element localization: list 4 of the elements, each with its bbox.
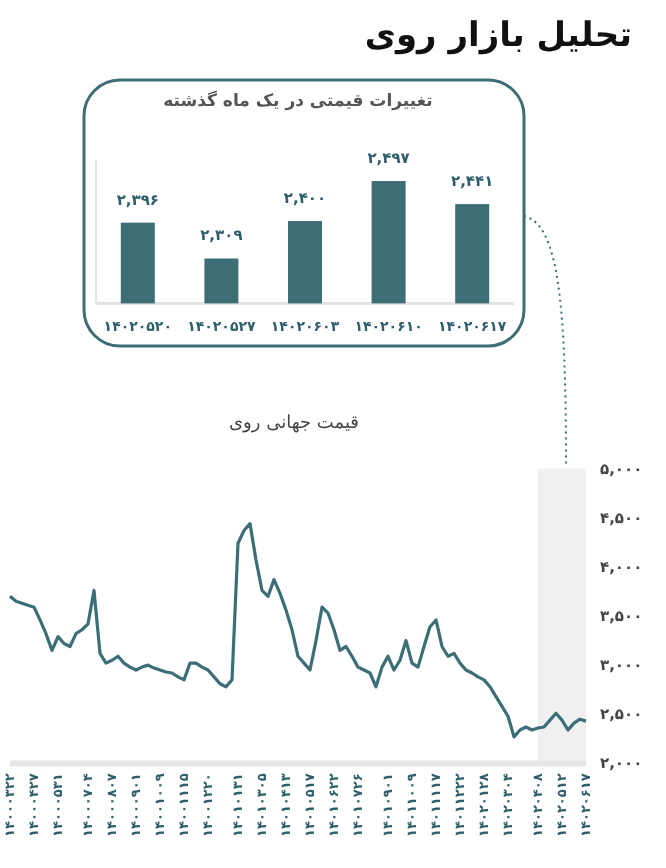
line-series bbox=[8, 522, 588, 739]
chart-title: تحلیل بازار روی bbox=[364, 16, 632, 56]
chart-title: قیمت جهانی روی bbox=[229, 414, 359, 434]
chart-subtitle: تغییرات قیمتی در یک ماه گذشته bbox=[163, 90, 433, 112]
